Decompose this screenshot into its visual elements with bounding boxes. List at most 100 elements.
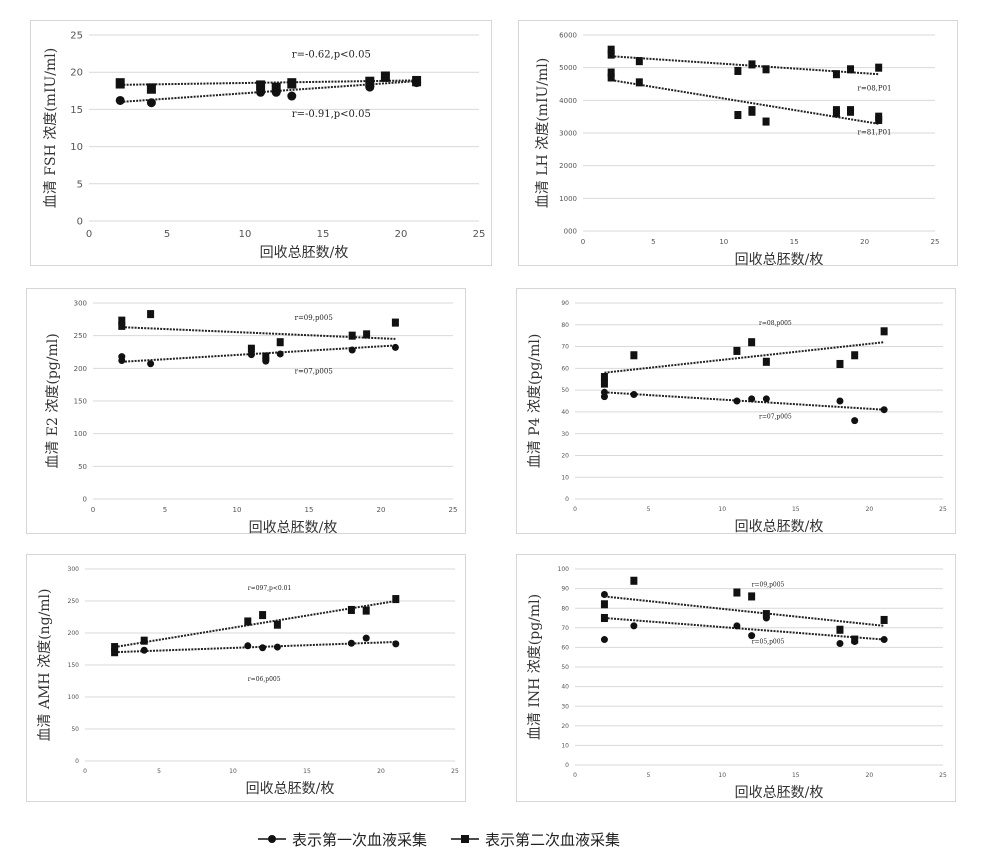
- lh-series-1-point: [875, 115, 883, 124]
- fsh-series-1-point: [115, 95, 125, 105]
- amh-series-2-point: [111, 643, 119, 652]
- amh-y-tick-label: 0: [75, 758, 79, 765]
- fsh-series-2-point: [146, 83, 156, 94]
- p4-y-tick-label: 80: [561, 322, 569, 329]
- e2-series-2-point: [348, 331, 356, 340]
- amh-series-1-point: [259, 644, 267, 652]
- amh-series-2-point: [392, 595, 400, 604]
- inh-x-tick-label: 25: [939, 772, 947, 779]
- amh-x-tick-label: 5: [157, 768, 161, 775]
- p4-series-1-point: [748, 395, 756, 403]
- lh-series-1-point: [847, 107, 855, 116]
- amh-chart-panel: 0 50 100 150 200 250 300 0 5 10 15 20 25 血清 AMH 浓度(ng…: [26, 554, 466, 802]
- e2-series-2-point: [391, 318, 399, 327]
- p4-x-tick-label: 25: [939, 506, 947, 513]
- amh-y-axis-label: 血清 AMH 浓度(ng/ml): [37, 589, 53, 742]
- p4-series-1-trend-line: [604, 391, 885, 411]
- legend-first-label: 表示第一次血液采集: [292, 830, 428, 849]
- p4-series-2-point: [762, 357, 770, 366]
- p4-series-1-point: [851, 417, 859, 425]
- lh-chart-svg: 000 1000 2000 3000 4000 5000 6000 0 5 10 15 20 25 血清 …: [535, 31, 939, 267]
- lh-x-axis-label: 回收总胚数/枚: [735, 252, 824, 267]
- legend-square-line-icon: [451, 835, 480, 843]
- lh-y-axis-label: 血清 LH 浓度(mIU/ml): [535, 58, 551, 208]
- e2-series-1-point: [247, 351, 255, 359]
- inh-series-1-point: [630, 622, 638, 630]
- p4-y-tick-label: 50: [561, 387, 569, 394]
- lh-y-tick-label: 3000: [559, 129, 577, 137]
- p4-series-2-point: [851, 351, 859, 360]
- p4-series-2-point: [733, 346, 741, 355]
- amh-series-1-point: [273, 643, 281, 651]
- p4-y-tick-label: 30: [561, 431, 569, 438]
- lh-y-tick-label: 6000: [559, 31, 577, 39]
- lh-x-tick-label: 10: [719, 238, 728, 246]
- e2-series-1-point: [276, 350, 284, 358]
- fsh-y-tick-label: 10: [70, 142, 83, 153]
- lh-series-2-point: [762, 65, 770, 74]
- lh-series-1-point: [607, 68, 615, 77]
- e2-series-1-point: [391, 343, 399, 351]
- amh-x-tick-label: 0: [83, 768, 87, 775]
- inh-x-axis-label: 回收总胚数/枚: [735, 785, 824, 801]
- p4-y-tick-label: 60: [561, 365, 569, 372]
- lh-correlation-annotation: r=08,P01: [858, 85, 892, 93]
- amh-series-2-point: [259, 611, 267, 620]
- p4-series-2-point: [630, 351, 638, 360]
- inh-series-1-point: [880, 636, 888, 644]
- amh-series-1-point: [140, 646, 148, 654]
- inh-y-tick-label: 70: [561, 625, 569, 632]
- lh-series-2-point: [635, 57, 643, 66]
- fsh-series-2-point: [287, 78, 297, 89]
- amh-correlation-annotation: r=06,p005: [248, 676, 281, 683]
- e2-y-tick-label: 200: [74, 365, 87, 373]
- fsh-x-tick-label: 0: [86, 229, 92, 240]
- lh-chart-panel: 000 1000 2000 3000 4000 5000 6000 0 5 10 15 20 25 血清 …: [518, 20, 958, 267]
- fsh-series-2-point: [380, 71, 390, 82]
- inh-y-tick-label: 80: [561, 605, 569, 612]
- p4-series-2-point: [880, 327, 888, 336]
- lh-y-tick-label: 4000: [559, 97, 577, 105]
- amh-series-2-point: [140, 636, 148, 645]
- p4-y-tick-label: 10: [561, 474, 569, 481]
- fsh-y-tick-label: 5: [77, 179, 83, 190]
- e2-x-tick-label: 15: [305, 506, 314, 514]
- amh-y-tick-label: 200: [68, 630, 80, 637]
- inh-y-tick-label: 90: [561, 586, 569, 593]
- fsh-series-2-point: [271, 82, 281, 93]
- inh-series-2-point: [630, 576, 638, 585]
- p4-chart-svg: 0 10 20 30 40 50 60 70 80 90 0 5 10 15 20 25 血清 P4 浓度(pg…: [527, 300, 947, 535]
- lh-series-2-point: [875, 63, 883, 72]
- amh-series-2-point: [111, 648, 119, 657]
- e2-x-axis-label: 回收总胚数/枚: [249, 520, 338, 535]
- e2-correlation-annotation: r=09,p005: [295, 314, 333, 322]
- e2-series-2-point: [363, 330, 371, 339]
- p4-x-axis-label: 回收总胚数/枚: [735, 519, 824, 535]
- amh-y-tick-label: 150: [68, 662, 80, 669]
- inh-chart-svg: 0 10 20 30 40 50 60 70 80 90 100 0 5 10 15 20 25 血清 INH 浓…: [527, 566, 947, 801]
- p4-series-2-point: [748, 338, 756, 347]
- e2-chart-svg: 0 50 100 150 200 250 300 0 5 10 15 20 25 血清 E2 浓度(pg/…: [45, 299, 457, 535]
- inh-x-tick-label: 10: [718, 772, 726, 779]
- inh-x-tick-label: 5: [647, 772, 651, 779]
- inh-series-2-point: [600, 613, 608, 623]
- e2-x-tick-label: 20: [377, 506, 386, 514]
- amh-series-2-point: [273, 620, 281, 629]
- inh-y-tick-label: 20: [561, 723, 569, 730]
- amh-series-2-point: [244, 617, 252, 626]
- legend-first-collection: 表示第一次血液采集: [258, 829, 427, 850]
- e2-y-tick-label: 100: [74, 430, 87, 438]
- lh-series-1-point: [635, 78, 643, 87]
- inh-x-tick-label: 0: [573, 772, 577, 779]
- inh-x-tick-label: 20: [866, 772, 874, 779]
- amh-y-tick-label: 250: [68, 598, 80, 605]
- p4-x-tick-label: 15: [792, 506, 800, 513]
- inh-y-tick-label: 100: [558, 566, 570, 573]
- inh-series-2-point: [733, 588, 741, 597]
- inh-series-2-point: [748, 592, 756, 601]
- legend-circle-line-icon: [258, 835, 286, 843]
- e2-y-tick-label: 50: [78, 463, 87, 471]
- p4-series-1-point: [762, 395, 770, 403]
- e2-y-axis-label: 血清 E2 浓度(pg/ml): [45, 333, 61, 468]
- amh-x-tick-label: 25: [451, 768, 459, 775]
